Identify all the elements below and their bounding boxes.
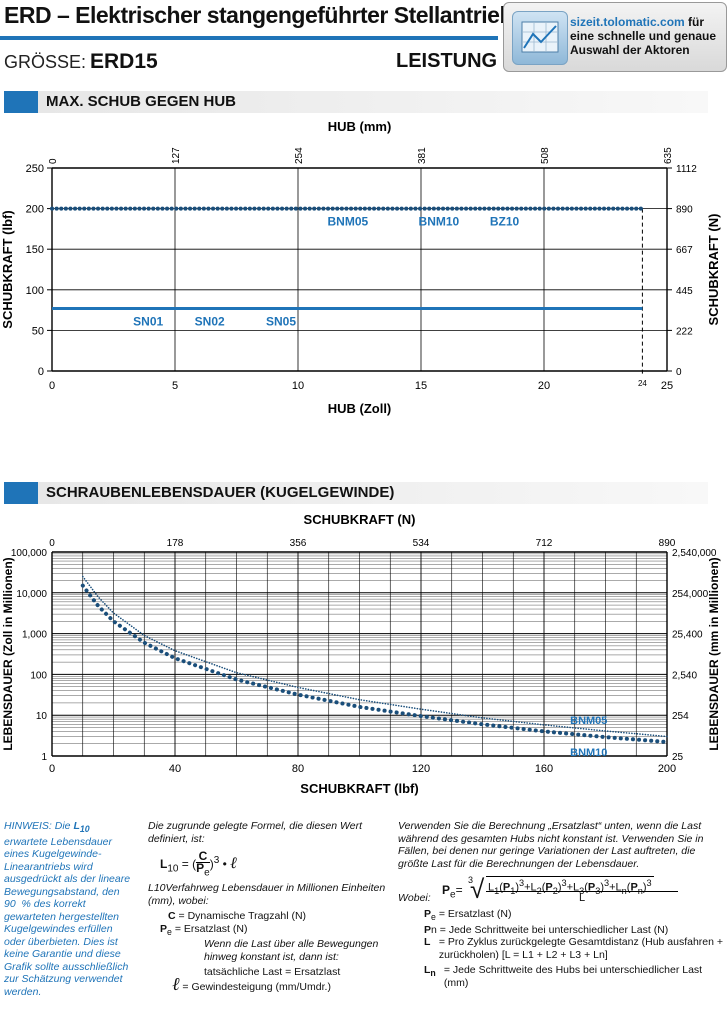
y2-tick-label: 25	[672, 752, 684, 763]
series-label: SN05	[266, 314, 296, 328]
x-tick-label: 40	[169, 763, 181, 775]
section-label: LEISTUNG	[396, 50, 498, 72]
x-tick-label: 10	[292, 380, 304, 392]
y2-tick-label: 254,000	[672, 589, 709, 600]
thrust-vs-stroke-chart: HUB (mm) HUB (Zoll) SCHUBKRAFT (lbf) SCHUBK…	[0, 119, 721, 416]
x2-tick-label: 356	[290, 538, 307, 549]
series-label: BZ10	[490, 215, 520, 229]
y2-tick-label: 2,540,000	[672, 548, 717, 559]
series-bnm10-curve	[80, 583, 669, 744]
y-tick-label: 1	[41, 752, 47, 763]
sizing-tool-banner[interactable]: sizeit.tolomatic.com für eine schnelle u…	[503, 2, 727, 72]
x-tick-label: 80	[292, 763, 304, 775]
y-axis-title: LEBENSDAUER (Zoll in Millionen)	[1, 557, 15, 750]
x2-tick-label: 0	[48, 158, 59, 164]
section-header-life: SCHRAUBENLEBENSDAUER (KUGELGEWINDE)	[4, 482, 708, 504]
x2-tick-label: 635	[663, 147, 674, 164]
x-tick-label: 120	[412, 763, 430, 775]
equivalent-load-formula: Wobei: Pe= 3 √ L1(P1)3+L2(P2)3+L3(P3)3+L…	[398, 875, 726, 908]
formula-column: Die zugrunde gelegte Formel, die diesen …	[148, 820, 388, 993]
series-label: BNM05	[328, 215, 369, 229]
x-axis-title: HUB (Zoll)	[328, 401, 392, 416]
y2-tick-label: 222	[676, 326, 693, 337]
x2-tick-label: 534	[413, 538, 430, 549]
series-label: SN02	[195, 314, 225, 328]
y-tick-label: 250	[26, 163, 44, 175]
y2-tick-label: 890	[676, 205, 693, 216]
title-rule	[0, 36, 498, 40]
equivalent-load-column: Verwenden Sie die Berechnung „Ersatzlast…	[398, 820, 726, 989]
x2-axis-title: SCHUBKRAFT (N)	[304, 512, 416, 527]
series-label-bnm10: BNM10	[570, 747, 607, 759]
x2-axis-title: HUB (mm)	[328, 119, 392, 134]
x-tick-label: 5	[172, 380, 178, 392]
series-bnm05-curve	[82, 575, 668, 738]
x2-tick-label: 712	[536, 538, 553, 549]
x-tick-label: 160	[535, 763, 553, 775]
y2-tick-label: 25,400	[672, 630, 703, 641]
x-tick-label: 0	[49, 380, 55, 392]
hint-note: HINWEIS: Die L10 erwartete Lebensdauer e…	[4, 820, 131, 998]
x-tick-label: 20	[538, 380, 550, 392]
y-tick-label: 0	[38, 366, 44, 378]
page-title: ERD – Elektrischer stangengeführter Stel…	[4, 2, 514, 28]
y-tick-label: 100,000	[11, 548, 48, 559]
y2-tick-label: 0	[676, 367, 682, 378]
y-tick-label: 1,000	[22, 630, 47, 641]
y2-tick-label: 445	[676, 286, 693, 297]
y-tick-label: 200	[26, 204, 44, 216]
l10-formula: L10 = (C Pe)3 • ℓ	[160, 849, 237, 879]
section-header-thrust: MAX. SCHUB GEGEN HUB	[4, 91, 708, 113]
size-value: ERD15	[90, 50, 158, 73]
x2-tick-label: 381	[417, 147, 428, 164]
x2-tick-label: 254	[294, 147, 305, 164]
x-axis-title: SCHUBKRAFT (lbf)	[300, 781, 418, 796]
series-label-bnm05: BNM05	[570, 715, 607, 727]
y2-tick-label: 254	[672, 711, 689, 722]
sizing-tool-link[interactable]: sizeit.tolomatic.com	[570, 15, 685, 29]
size-label: GRÖSSE:	[4, 52, 87, 72]
y-tick-label: 10,000	[16, 589, 47, 600]
y2-axis-title: LEBENSDAUER (mm in Millionen)	[707, 557, 721, 750]
x2-tick-label: 178	[167, 538, 184, 549]
y-tick-label: 100	[30, 670, 47, 681]
x-tick-label: 15	[415, 380, 427, 392]
series-label: BNM10	[419, 215, 460, 229]
screw-life-chart: SCHUBKRAFT (N) SCHUBKRAFT (lbf) LEBENSDAUE…	[1, 512, 721, 796]
x2-tick-label: 0	[49, 538, 55, 549]
x-tick-label: 0	[49, 763, 55, 775]
x2-tick-label: 508	[540, 147, 551, 164]
y-tick-label: 150	[26, 244, 44, 256]
y-axis-title: SCHUBKRAFT (lbf)	[0, 210, 15, 328]
sizing-tool-text: sizeit.tolomatic.com für eine schnelle u…	[570, 15, 717, 57]
max-stroke-label: 24	[638, 379, 647, 388]
y2-axis-title: SCHUBKRAFT (N)	[706, 214, 721, 326]
y-tick-label: 100	[26, 285, 44, 297]
x-tick-label: 200	[658, 763, 676, 775]
y2-tick-label: 1112	[676, 164, 697, 175]
chart-screen-icon	[512, 11, 568, 65]
y2-tick-label: 2,540	[672, 670, 697, 681]
y2-tick-label: 667	[676, 245, 693, 256]
y-tick-label: 50	[32, 325, 44, 337]
series-label: SN01	[133, 314, 163, 328]
x-tick-label: 25	[661, 380, 673, 392]
x2-tick-label: 890	[659, 538, 676, 549]
x2-tick-label: 127	[171, 147, 182, 164]
y-tick-label: 10	[36, 711, 48, 722]
